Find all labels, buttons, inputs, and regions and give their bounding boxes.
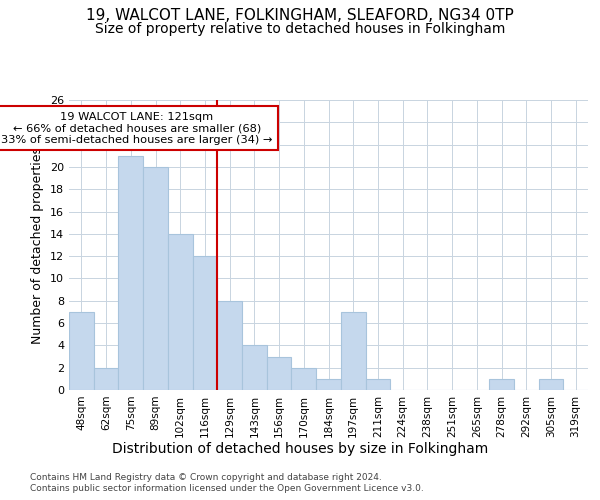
Bar — [489, 379, 514, 390]
Bar — [118, 156, 143, 390]
Bar — [267, 356, 292, 390]
Bar — [143, 167, 168, 390]
Bar — [69, 312, 94, 390]
Text: 19 WALCOT LANE: 121sqm
← 66% of detached houses are smaller (68)
33% of semi-det: 19 WALCOT LANE: 121sqm ← 66% of detached… — [1, 112, 272, 145]
Text: Size of property relative to detached houses in Folkingham: Size of property relative to detached ho… — [95, 22, 505, 36]
Text: Contains public sector information licensed under the Open Government Licence v3: Contains public sector information licen… — [30, 484, 424, 493]
Bar — [316, 379, 341, 390]
Y-axis label: Number of detached properties: Number of detached properties — [31, 146, 44, 344]
Bar — [539, 379, 563, 390]
Bar — [365, 379, 390, 390]
Bar — [292, 368, 316, 390]
Text: Distribution of detached houses by size in Folkingham: Distribution of detached houses by size … — [112, 442, 488, 456]
Bar — [217, 301, 242, 390]
Bar — [193, 256, 217, 390]
Bar — [168, 234, 193, 390]
Text: 19, WALCOT LANE, FOLKINGHAM, SLEAFORD, NG34 0TP: 19, WALCOT LANE, FOLKINGHAM, SLEAFORD, N… — [86, 8, 514, 22]
Bar — [242, 346, 267, 390]
Text: Contains HM Land Registry data © Crown copyright and database right 2024.: Contains HM Land Registry data © Crown c… — [30, 472, 382, 482]
Bar — [341, 312, 365, 390]
Bar — [94, 368, 118, 390]
